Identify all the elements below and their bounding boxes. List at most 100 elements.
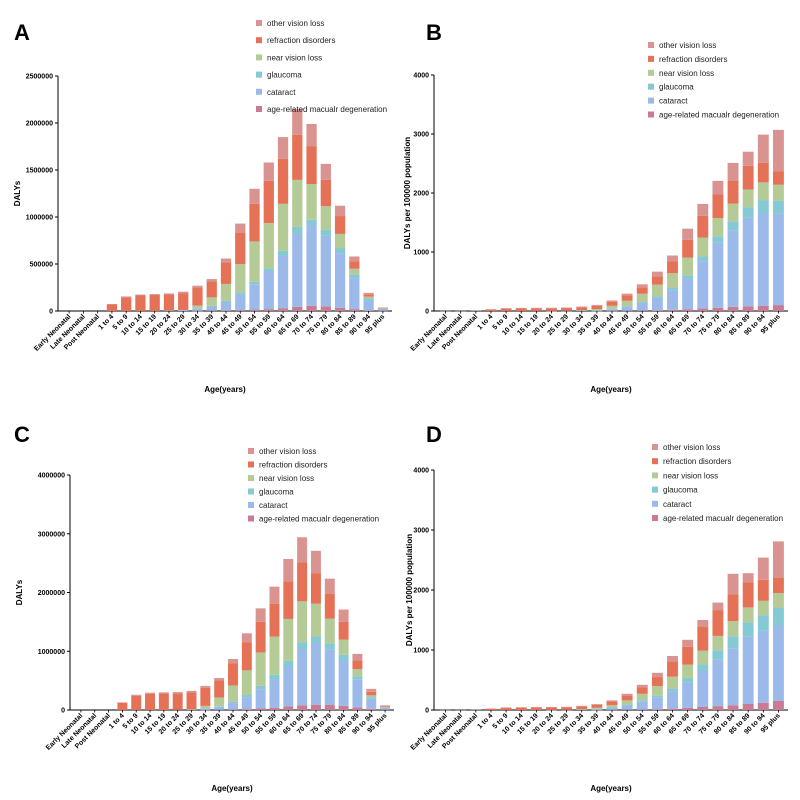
bar-age-related-macualr-degeneration-75-to-79 (324, 705, 335, 710)
bar-cataract-95-plus (772, 626, 784, 701)
legend-label-cataract: cataract (259, 501, 288, 510)
bar-age-related-macualr-degeneration-95-plus (772, 305, 784, 311)
bar-near-vision-loss-30-to-34 (200, 705, 211, 709)
bar-other-vision-loss-30-to-34 (192, 285, 203, 288)
bar-glaucoma-80-to-84 (338, 654, 349, 661)
bar-other-vision-loss-70-to-74 (310, 550, 321, 574)
legend-swatch-glaucoma (248, 488, 254, 495)
legend-label-age-related-macualr-degeneration: age-related macualr degeneration (259, 515, 379, 524)
panel-letter: A (14, 20, 30, 45)
bar-cataract-25-to-29 (186, 709, 197, 710)
legend-swatch-near-vision-loss (256, 54, 262, 61)
legend-swatch-refraction-disorders (256, 37, 262, 44)
bar-age-related-macualr-degeneration-55-to-59 (651, 709, 663, 710)
bar-other-vision-loss-90-to-94 (757, 134, 769, 163)
bar-glaucoma-80-to-84 (334, 248, 346, 254)
bar-age-related-macualr-degeneration-85-to-89 (349, 309, 360, 311)
bar-glaucoma-55-to-59 (269, 674, 280, 680)
bar-refraction-disorders-25-to-29 (186, 692, 197, 710)
bar-other-vision-loss-80-to-84 (727, 573, 739, 595)
bar-other-vision-loss-70-to-74 (306, 123, 317, 147)
bar-age-related-macualr-degeneration-80-to-84 (338, 705, 349, 710)
bar-other-vision-loss-20-to-24 (163, 293, 175, 295)
legend-swatch-other-vision-loss (648, 42, 654, 48)
bar-other-vision-loss-55-to-59 (263, 162, 274, 181)
bar-near-vision-loss-90-to-94 (366, 695, 377, 698)
bar-refraction-disorders-80-to-84 (338, 621, 349, 640)
y-tick-label: 3000 (413, 528, 429, 535)
y-tick-label: 1000000 (26, 215, 53, 222)
y-tick-label: 3000 (413, 132, 429, 139)
bar-refraction-disorders-85-to-89 (352, 660, 363, 670)
panel-letter: C (14, 422, 30, 447)
bar-refraction-disorders-70-to-74 (697, 215, 709, 238)
bar-glaucoma-95-plus (772, 608, 784, 626)
panel-a: A05000001000000150000020000002500000Earl… (13, 19, 392, 394)
legend-swatch-glaucoma (648, 83, 654, 90)
bar-cataract-70-to-74 (697, 671, 709, 707)
bar-refraction-disorders-55-to-59 (263, 180, 274, 224)
bar-glaucoma-45-to-49 (235, 292, 246, 295)
y-tick-label: 0 (61, 708, 65, 715)
bar-cataract-40-to-44 (606, 708, 618, 710)
legend-label-cataract: cataract (663, 500, 692, 509)
bar-refraction-disorders-50-to-54 (249, 203, 260, 242)
bar-glaucoma-90-to-94 (366, 697, 377, 699)
bar-other-vision-loss-15-to-19 (158, 692, 169, 694)
y-tick-label: 2500000 (26, 74, 53, 81)
bar-age-related-macualr-degeneration-55-to-59 (263, 309, 274, 311)
bar-refraction-disorders-75-to-79 (324, 593, 335, 619)
bar-other-vision-loss-1-to-4 (117, 702, 128, 703)
bar-glaucoma-65-to-69 (292, 226, 303, 234)
bar-refraction-disorders-20-to-24 (546, 707, 557, 710)
bar-near-vision-loss-95-plus (772, 184, 784, 201)
legend-label-other-vision-loss: other vision loss (659, 41, 716, 50)
legend-swatch-cataract (652, 500, 658, 507)
bar-glaucoma-35-to-39 (206, 305, 217, 307)
bar-age-related-macualr-degeneration-60-to-64 (277, 308, 289, 311)
bar-near-vision-loss-90-to-94 (757, 182, 769, 201)
bar-near-vision-loss-45-to-49 (241, 670, 252, 696)
y-tick-label: 2000000 (26, 121, 53, 128)
bar-cataract-85-to-89 (742, 636, 754, 704)
bar-glaucoma-55-to-59 (263, 268, 274, 272)
bar-glaucoma-65-to-69 (682, 275, 694, 279)
bar-cataract-40-to-44 (220, 301, 232, 311)
bar-refraction-disorders-10-to-14 (515, 308, 527, 311)
legend-label-glaucoma: glaucoma (663, 486, 698, 495)
y-axis-title: DALYs (15, 579, 24, 605)
bar-refraction-disorders-55-to-59 (269, 603, 280, 637)
bar-glaucoma-80-to-84 (727, 636, 739, 649)
bar-age-related-macualr-degeneration-95-plus (772, 701, 784, 710)
legend-swatch-cataract (248, 502, 254, 508)
bar-near-vision-loss-50-to-54 (255, 652, 266, 686)
bar-refraction-disorders-75-to-79 (712, 194, 724, 219)
bar-cataract-25-to-29 (178, 310, 189, 311)
bar-cataract-50-to-54 (636, 302, 648, 311)
bar-cataract-65-to-69 (297, 649, 308, 706)
bar-age-related-macualr-degeneration-80-to-84 (727, 306, 739, 311)
y-tick-label: 2000 (413, 191, 429, 198)
bar-glaucoma-65-to-69 (297, 642, 308, 650)
legend-label-cataract: cataract (659, 97, 688, 106)
bar-cataract-50-to-54 (255, 689, 266, 709)
bar-cataract-80-to-84 (727, 648, 739, 706)
bar-other-vision-loss-20-to-24 (172, 692, 183, 694)
y-tick-label: 4000 (413, 73, 429, 80)
bar-refraction-disorders-25-to-29 (561, 707, 573, 710)
bar-other-vision-loss-65-to-69 (292, 108, 303, 135)
bar-other-vision-loss-45-to-49 (241, 633, 252, 643)
bar-cataract-70-to-74 (306, 225, 317, 306)
bar-refraction-disorders-35-to-39 (591, 305, 603, 309)
bar-cataract-60-to-64 (283, 666, 294, 707)
bar-near-vision-loss-60-to-64 (667, 273, 678, 288)
bar-other-vision-loss-65-to-69 (682, 639, 694, 647)
bar-age-related-macualr-degeneration-75-to-79 (712, 307, 724, 311)
bar-near-vision-loss-40-to-44 (606, 305, 618, 309)
bar-cataract-50-to-54 (636, 701, 648, 710)
legend-label-near-vision-loss: near vision loss (659, 69, 714, 78)
bar-age-related-macualr-degeneration-45-to-49 (241, 709, 252, 710)
bar-glaucoma-50-to-54 (249, 281, 260, 285)
